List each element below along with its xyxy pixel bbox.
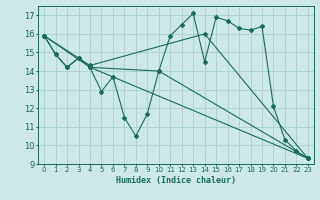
X-axis label: Humidex (Indice chaleur): Humidex (Indice chaleur) [116,176,236,185]
